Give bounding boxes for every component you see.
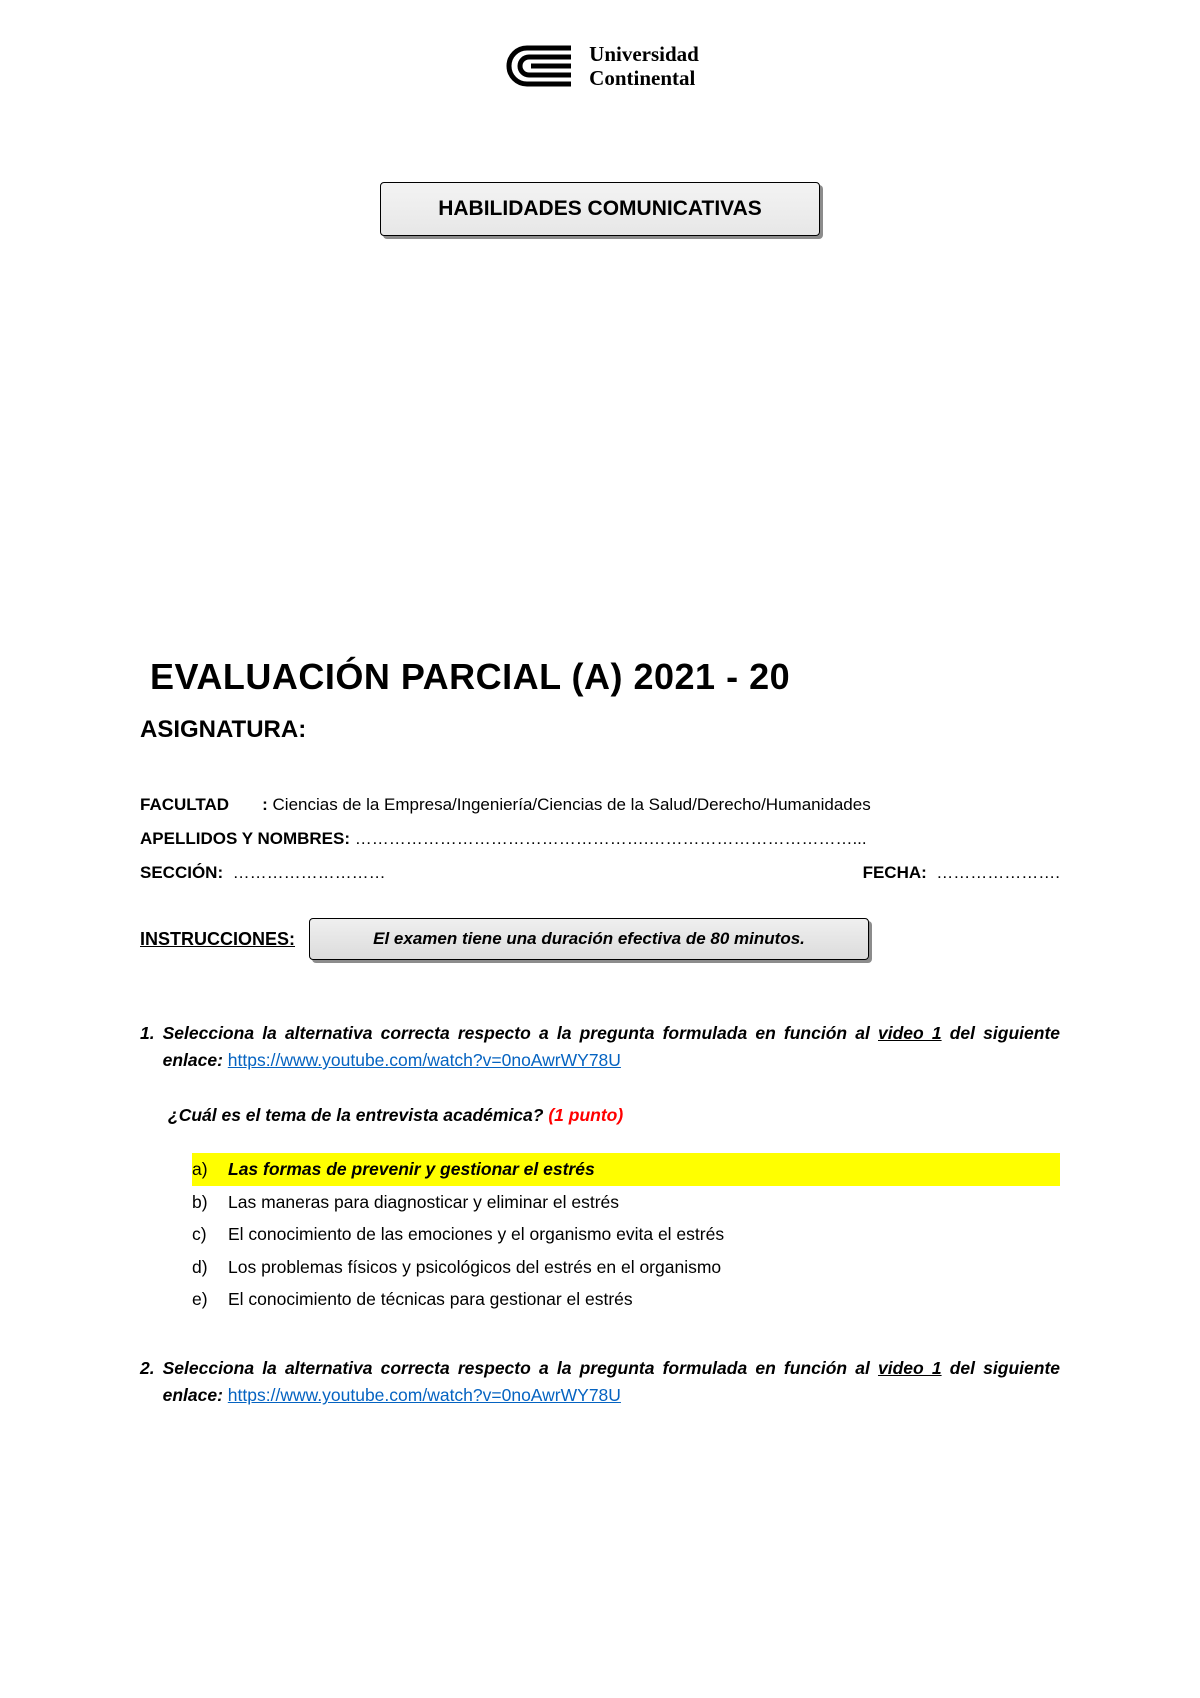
instructions-row: INSTRUCCIONES: El examen tiene una durac… (140, 918, 1060, 960)
apellidos-dots: …………………………………………….………………………………... (355, 822, 867, 856)
q2-num: 2. (140, 1355, 155, 1409)
q2-link[interactable]: https://www.youtube.com/watch?v=0noAwrWY… (228, 1385, 621, 1405)
opt-letter: e) (192, 1283, 216, 1315)
logo-line2: Continental (589, 66, 699, 90)
exam-title: EVALUACIÓN PARCIAL (A) 2021 - 20 (140, 656, 1060, 698)
q1-video-ref: video 1 (878, 1023, 942, 1043)
apellidos-label: APELLIDOS Y NOMBRES: (140, 822, 355, 856)
opt-text: Los problemas físicos y psicológicos del… (228, 1251, 721, 1283)
meta-block: FACULTAD : Ciencias de la Empresa/Ingeni… (140, 788, 1060, 890)
row-seccion-fecha: SECCIÓN: ……………………… FECHA: …………………. (140, 856, 1060, 890)
opt-letter: a) (192, 1153, 216, 1185)
opt-text: Las maneras para diagnosticar y eliminar… (228, 1186, 619, 1218)
opt-text: El conocimiento de técnicas para gestion… (228, 1283, 633, 1315)
fecha-label: FECHA: (863, 863, 932, 882)
q1-options: a) Las formas de prevenir y gestionar el… (140, 1153, 1060, 1315)
opt-text: Las formas de prevenir y gestionar el es… (228, 1153, 595, 1185)
q1-option-b: b) Las maneras para diagnosticar y elimi… (192, 1186, 1060, 1218)
fecha-dots: …………………. (936, 863, 1060, 882)
question-2: 2. Selecciona la alternativa correcta re… (140, 1355, 1060, 1409)
instrucciones-box: El examen tiene una duración efectiva de… (309, 918, 869, 960)
q1-option-e: e) El conocimiento de técnicas para gest… (192, 1283, 1060, 1315)
university-logo: Universidad Continental (140, 40, 1060, 92)
q1-link[interactable]: https://www.youtube.com/watch?v=0noAwrWY… (228, 1050, 621, 1070)
q1-sub-text: ¿Cuál es el tema de la entrevista académ… (168, 1105, 548, 1125)
opt-text: El conocimiento de las emociones y el or… (228, 1218, 724, 1250)
q1-option-c: c) El conocimiento de las emociones y el… (192, 1218, 1060, 1250)
row-apellidos: APELLIDOS Y NOMBRES: …………………………………………….…… (140, 822, 1060, 856)
q1-option-a: a) Las formas de prevenir y gestionar el… (192, 1153, 1060, 1185)
q1-points: (1 punto) (548, 1105, 623, 1125)
opt-letter: c) (192, 1218, 216, 1250)
row-facultad: FACULTAD : Ciencias de la Empresa/Ingeni… (140, 788, 1060, 822)
asignatura-label: ASIGNATURA: (140, 716, 1060, 744)
opt-letter: b) (192, 1186, 216, 1218)
q1-subquestion: ¿Cuál es el tema de la entrevista académ… (140, 1102, 1060, 1129)
q1-text: Selecciona la alternativa correcta respe… (163, 1020, 1060, 1074)
seccion-label: SECCIÓN: (140, 863, 228, 882)
opt-letter: d) (192, 1251, 216, 1283)
logo-text: Universidad Continental (589, 42, 699, 90)
instrucciones-label: INSTRUCCIONES: (140, 929, 295, 950)
seccion-dots: ……………………… (233, 863, 386, 882)
logo-line1: Universidad (589, 42, 699, 66)
course-title-box: HABILIDADES COMUNICATIVAS (380, 182, 820, 236)
q1-num: 1. (140, 1020, 155, 1074)
question-1: 1. Selecciona la alternativa correcta re… (140, 1020, 1060, 1315)
q2-text: Selecciona la alternativa correcta respe… (163, 1355, 1060, 1409)
q2-text-a: Selecciona la alternativa correcta respe… (163, 1358, 878, 1378)
q1-text-a: Selecciona la alternativa correcta respe… (163, 1023, 878, 1043)
logo-icon (501, 40, 577, 92)
facultad-label: FACULTAD : (140, 788, 273, 822)
q2-video-ref: video 1 (878, 1358, 942, 1378)
facultad-value: Ciencias de la Empresa/Ingeniería/Cienci… (273, 788, 871, 822)
q1-option-d: d) Los problemas físicos y psicológicos … (192, 1251, 1060, 1283)
